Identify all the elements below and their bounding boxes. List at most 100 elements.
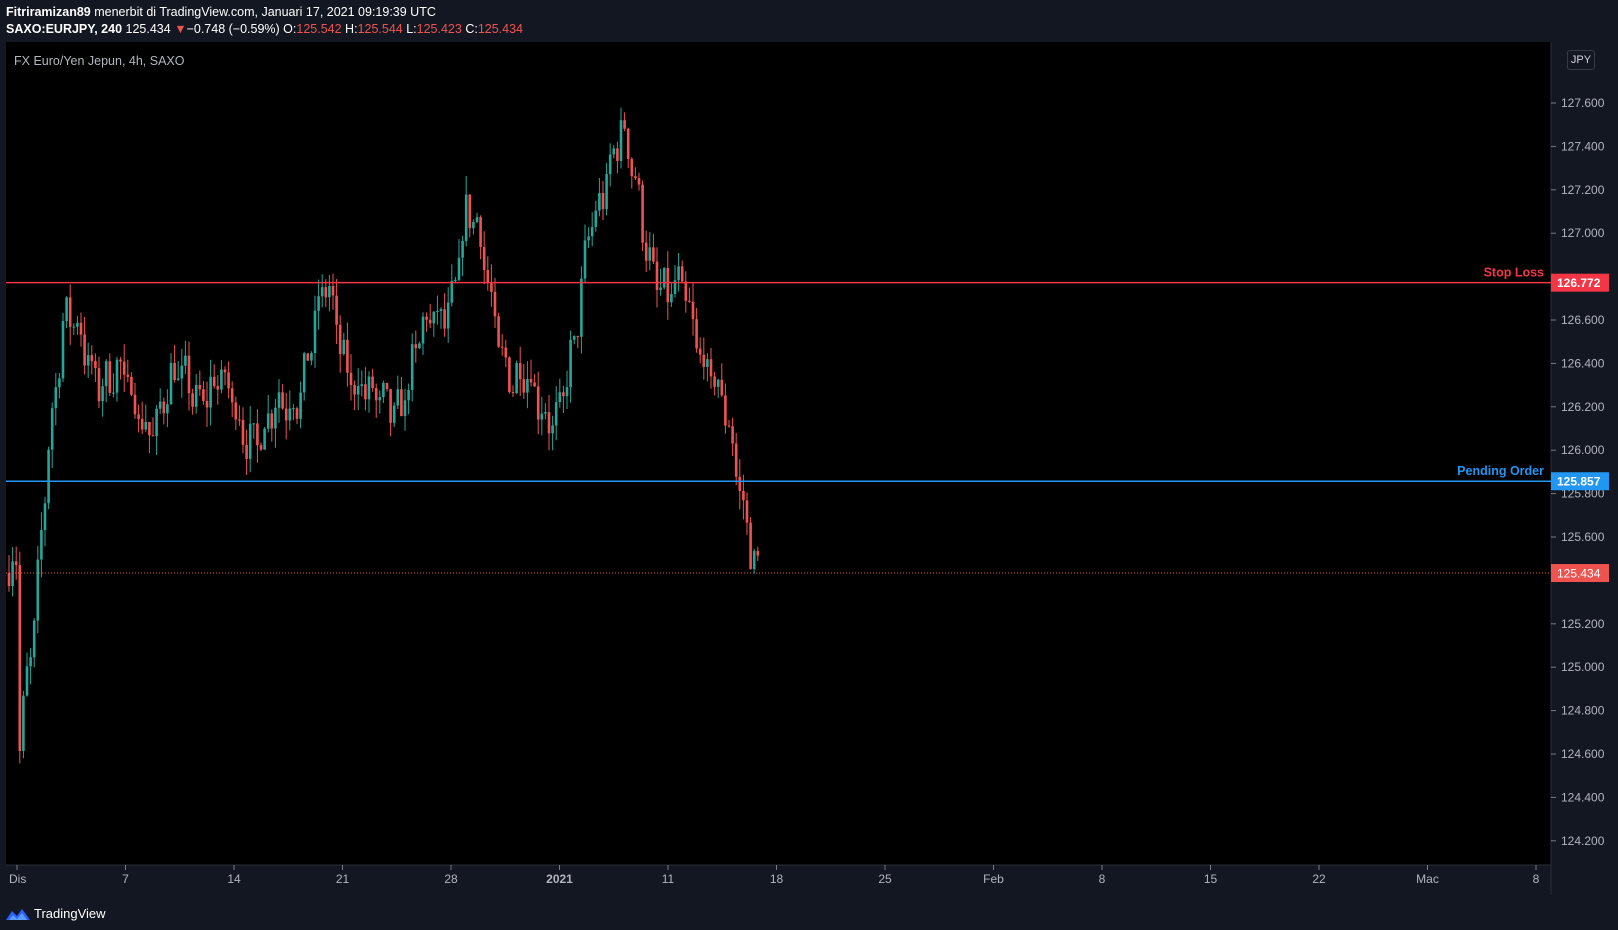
candle-down <box>324 287 328 298</box>
candle-down <box>691 301 695 320</box>
candle-up <box>612 148 616 155</box>
candle-up <box>72 326 76 328</box>
candle-down <box>630 158 634 177</box>
candle-up <box>277 392 281 408</box>
candle-down <box>306 353 310 361</box>
candle-up <box>25 666 29 696</box>
time-tick-label: 25 <box>878 872 892 886</box>
price-axis-panel[interactable] <box>1551 42 1618 895</box>
candle-down <box>486 269 490 284</box>
candle-down <box>130 376 133 395</box>
price-tick-label: 127.600 <box>1561 96 1605 110</box>
candle-down <box>202 389 205 401</box>
candle-up <box>594 210 598 227</box>
horizontal-lines-layer: Stop Loss 126.772 Pending Order 125.857 125.… <box>6 266 1609 583</box>
candle-up <box>76 322 79 327</box>
candle-down <box>497 316 500 347</box>
candle-up <box>659 287 662 291</box>
time-tick-label: 21 <box>336 872 350 886</box>
candle-down <box>749 522 752 569</box>
tradingview-brand[interactable]: TradingView <box>6 906 106 921</box>
price-tick-label: 124.600 <box>1561 747 1605 761</box>
tradingview-brand-text: TradingView <box>34 906 106 921</box>
pending-order-label[interactable]: Pending Order <box>1457 464 1544 478</box>
candle-down <box>443 309 446 329</box>
candle-up <box>619 120 623 161</box>
candle-up <box>299 392 302 419</box>
symbol-info: SAXO:EURJPY, 240 125.434 ▼−0.748 (−0.59%… <box>6 22 523 36</box>
candle-up <box>104 361 108 387</box>
candle-down <box>90 355 94 362</box>
candle-down <box>684 281 688 301</box>
candle-down <box>637 178 641 185</box>
candle-down <box>745 500 749 523</box>
candle-down <box>238 419 241 421</box>
last-price-tag-text: 125.434 <box>1557 567 1601 581</box>
candle-down <box>724 395 727 426</box>
candle-up <box>572 336 576 340</box>
time-tick-label: 11 <box>662 872 675 886</box>
candles-layer <box>7 107 760 764</box>
price-axis: 127.600 127.400 127.200 127.000 126.600 126.4… <box>1551 96 1605 848</box>
candle-up <box>58 378 61 388</box>
price-tick-label: 124.800 <box>1561 704 1605 718</box>
candle-up <box>598 193 601 211</box>
candle-up <box>248 423 252 459</box>
candle-down <box>389 389 392 423</box>
candle-down <box>576 336 580 338</box>
candle-down <box>698 348 702 355</box>
stop-loss-label[interactable]: Stop Loss <box>1484 266 1544 280</box>
currency-badge[interactable]: JPY <box>1567 50 1595 70</box>
time-axis-panel[interactable] <box>6 865 1551 895</box>
candle-down <box>349 372 353 386</box>
time-tick-label: 8 <box>1099 872 1106 886</box>
candle-up <box>115 359 119 393</box>
author-name[interactable]: Fitriramizan89 <box>6 5 91 19</box>
candle-down <box>151 435 155 437</box>
candle-up <box>670 293 673 303</box>
candle-up <box>378 396 382 401</box>
candle-down <box>198 384 202 390</box>
candle-up <box>436 310 439 312</box>
candle-up <box>558 392 562 403</box>
candle-up <box>472 222 475 229</box>
candle-up <box>288 408 292 421</box>
candle-up <box>65 297 68 322</box>
candle-down <box>695 319 698 349</box>
candle-up <box>565 387 569 397</box>
footer-bar <box>0 895 1618 930</box>
candle-down <box>18 564 22 751</box>
candle-up <box>580 278 583 337</box>
symbol-label[interactable]: SAXO:EURJPY, 240 <box>6 22 123 36</box>
candle-up <box>54 387 58 409</box>
candle-up <box>32 620 36 658</box>
candle-up <box>752 551 756 569</box>
candle-down <box>335 295 338 325</box>
price-change: −0.748 (−0.59%) <box>186 22 280 36</box>
candle-down <box>122 361 126 375</box>
tradingview-logo-icon <box>6 908 30 920</box>
low-label: L: <box>406 22 417 36</box>
candle-up <box>515 363 518 394</box>
header-bar: Fitriramizan89 menerbit di TradingView.c… <box>0 0 1618 42</box>
price-tick-label: 125.600 <box>1561 530 1605 544</box>
candle-up <box>22 695 25 751</box>
candle-down <box>738 476 742 491</box>
candle-up <box>544 412 547 414</box>
candle-down <box>126 374 130 377</box>
candle-up <box>432 311 436 324</box>
open-value: 125.542 <box>296 22 342 36</box>
candle-down <box>536 386 540 420</box>
candle-down <box>734 443 738 477</box>
chart-plot-area[interactable] <box>6 42 1551 865</box>
candle-up <box>47 449 50 504</box>
candle-up <box>403 400 407 417</box>
candle-up <box>583 240 587 279</box>
time-tick-label: 8 <box>1533 872 1540 886</box>
candle-down <box>522 379 526 393</box>
candle-up <box>356 386 360 395</box>
candle-up <box>43 503 47 530</box>
candle-up <box>194 384 198 407</box>
candle-down <box>518 363 522 380</box>
